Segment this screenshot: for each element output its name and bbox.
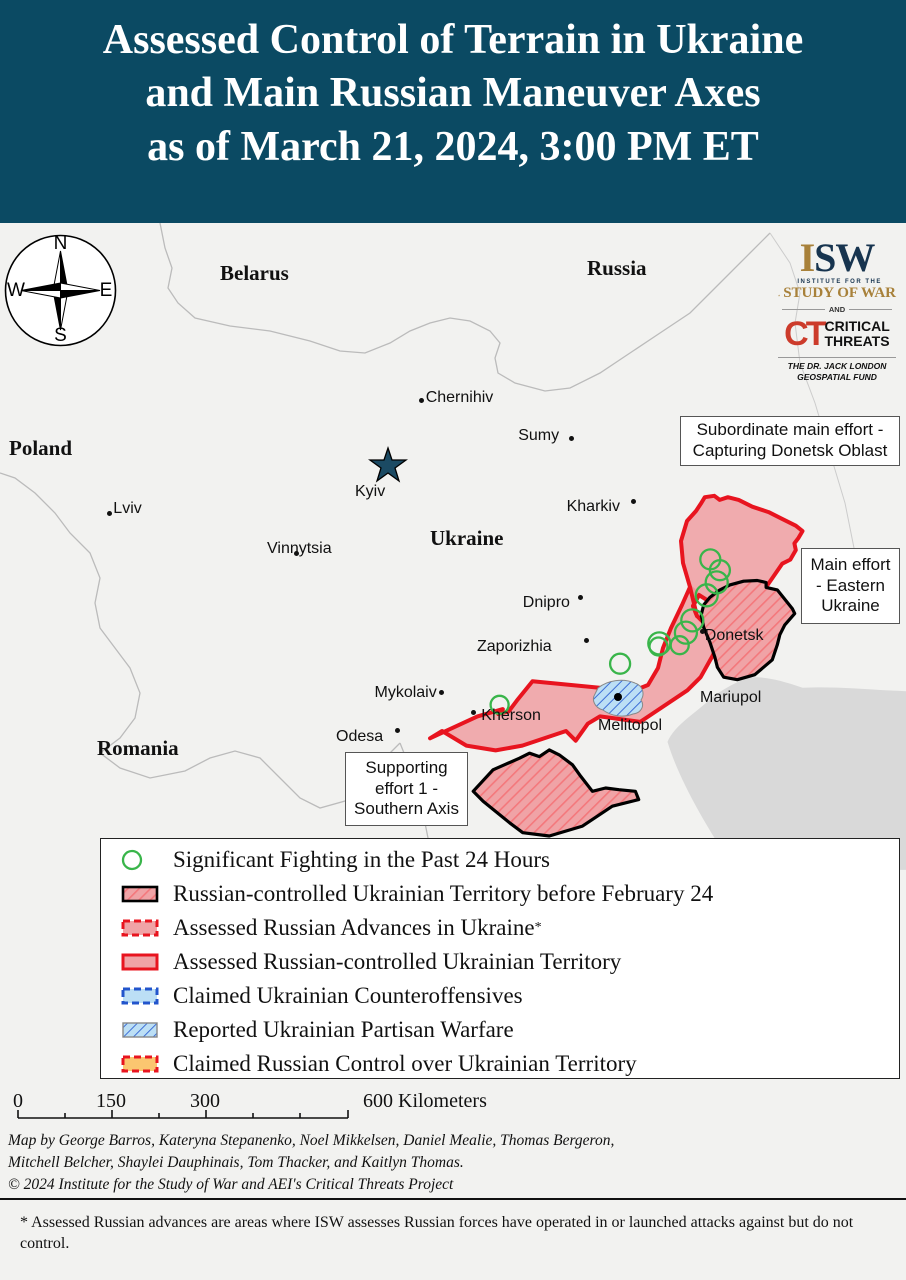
- svg-text:600 Kilometers: 600 Kilometers: [363, 1090, 487, 1112]
- svg-text:0: 0: [13, 1090, 23, 1112]
- svg-text:W: W: [7, 280, 25, 301]
- svg-text:150: 150: [96, 1090, 126, 1112]
- svg-text:300: 300: [190, 1090, 220, 1112]
- svg-text:S: S: [54, 325, 67, 346]
- svg-text:E: E: [100, 280, 113, 301]
- svg-text:N: N: [54, 233, 68, 254]
